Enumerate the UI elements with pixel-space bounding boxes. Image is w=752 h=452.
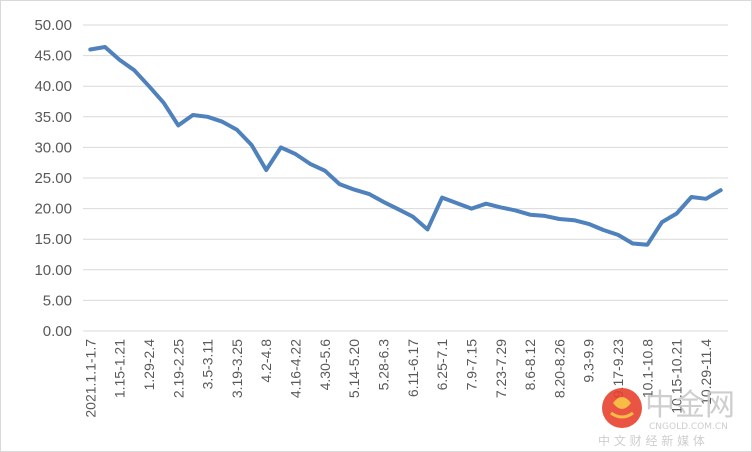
y-tick-label: 45.00 <box>34 48 72 65</box>
x-tick-label: 7.23-7.29 <box>493 339 509 398</box>
x-tick-label: 4.16-4.22 <box>288 339 304 398</box>
x-tick-label: 2021.1.1-1.7 <box>82 339 98 418</box>
y-axis-ticks: 0.00 5.00 10.00 15.00 20.00 25.00 30.00 35.00 40… <box>34 17 72 340</box>
y-tick-label: 50.00 <box>34 17 72 34</box>
x-tick-label: 3.5-3.11 <box>200 339 216 390</box>
cngold-logo-icon <box>602 388 642 428</box>
x-tick-label: 4.2-4.8 <box>258 339 274 383</box>
x-tick-label: 6.11-6.17 <box>405 339 421 397</box>
y-tick-label: 20.00 <box>34 201 72 218</box>
x-tick-label: 7.9-7.15 <box>463 339 479 391</box>
y-tick-label: 10.00 <box>34 262 72 279</box>
y-tick-label: 15.00 <box>34 231 72 248</box>
watermark-domain: CNGOLD.COM.CN <box>649 422 728 432</box>
x-tick-label: 3.19-3.25 <box>229 339 245 398</box>
y-tick-label: 35.00 <box>34 109 72 126</box>
y-tick-label: 40.00 <box>34 78 72 95</box>
x-axis-ticks: 2021.1.1-1.7 1.15-1.21 1.29-2.4 2.19-2.25 3.… <box>82 339 714 418</box>
y-tick-label: 5.00 <box>43 292 72 309</box>
x-tick-label: 6.25-7.1 <box>434 339 450 391</box>
x-tick-label: 1.15-1.21 <box>112 339 128 398</box>
y-tick-label: 25.00 <box>34 170 72 187</box>
watermark-brand: 中金网 <box>645 388 735 423</box>
x-tick-label: 10.29-11.4 <box>698 339 714 405</box>
watermark: 中金网 CNGOLD.COM.CN 中 文 财 经 新 媒 体 <box>598 388 735 448</box>
x-tick-label: 10.15-10.21 <box>669 339 685 414</box>
x-tick-label: 1.29-2.4 <box>141 339 157 391</box>
x-tick-label: 5.14-5.20 <box>346 339 362 398</box>
y-tick-label: 30.00 <box>34 139 72 156</box>
x-tick-label: 9.3-9.9 <box>581 339 597 383</box>
x-tick-label: 2.19-2.25 <box>170 339 186 398</box>
series-line <box>88 45 723 247</box>
x-tick-label: 4.30-5.6 <box>317 339 333 391</box>
x-tick-label: 5.28-6.3 <box>376 339 392 391</box>
x-tick-label: 9.17-9.23 <box>610 339 626 398</box>
x-tick-label: 10.1-10.8 <box>639 339 655 398</box>
y-tick-label: 0.00 <box>43 323 72 340</box>
x-tick-label: 8.6-8.12 <box>522 339 538 391</box>
gridlines <box>83 24 728 332</box>
x-tick-label: 8.20-8.26 <box>551 339 567 398</box>
watermark-slogan: 中 文 财 经 新 媒 体 <box>598 433 705 448</box>
